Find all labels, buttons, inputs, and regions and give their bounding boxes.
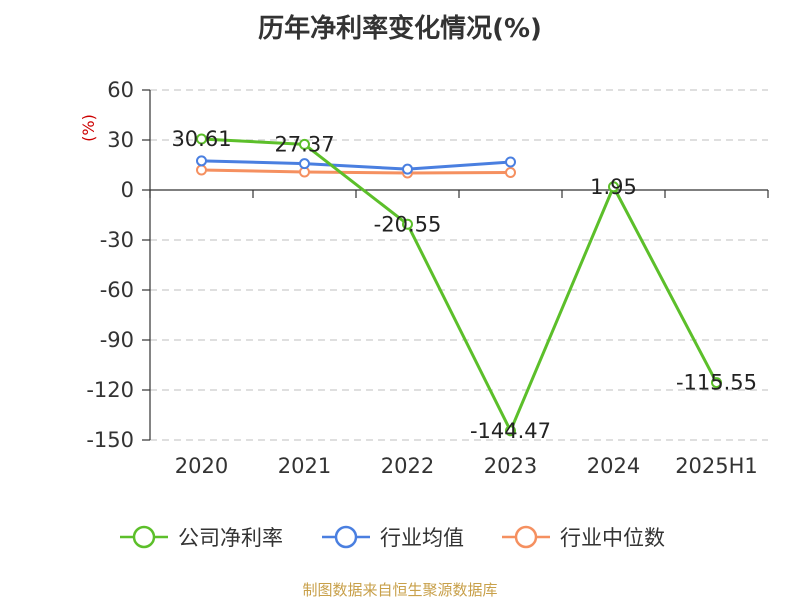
series-point-2 [505, 167, 516, 178]
series-point-0 [505, 425, 516, 437]
x-tick-label: 2025H1 [675, 454, 758, 478]
x-tick-label: 2024 [587, 454, 640, 478]
x-tick-label: 2021 [278, 454, 331, 478]
x-tick-label: 2022 [381, 454, 434, 478]
data-label: 1.95 [590, 175, 637, 199]
x-tick-label: 2020 [175, 454, 228, 478]
y-tick-label: 0 [121, 178, 134, 202]
series-layer [196, 133, 722, 437]
y-tick-label: -120 [86, 378, 134, 402]
series-line-1 [201, 159, 511, 171]
y-tick-label: -30 [100, 228, 134, 252]
series-point-0 [711, 377, 722, 389]
legend-marker-0 [132, 525, 156, 549]
source-note: 制图数据来自恒生聚源数据库 [302, 581, 498, 599]
series-point-2 [196, 164, 207, 176]
series-point-1 [402, 163, 413, 175]
y-tick-label: -150 [86, 428, 134, 452]
data-label: -115.55 [676, 371, 757, 395]
data-label: 30.61 [171, 127, 231, 151]
legend-label-0: 公司净利率 [178, 526, 283, 550]
x-tick-label: 2023 [484, 454, 537, 478]
series-point-0 [608, 181, 619, 193]
data-label: 27.37 [274, 132, 334, 156]
grid-layer [150, 89, 768, 441]
legend-label-1: 行业均值 [380, 526, 464, 550]
y-tick-label: -90 [100, 328, 134, 352]
legend-marker-2 [514, 525, 538, 549]
series-line-0 [201, 137, 718, 433]
legend: 公司净利率 行业均值 行业中位数 [120, 525, 665, 550]
y-tick-label: 30 [107, 128, 134, 152]
chart-title: 历年净利率变化情况(%) [258, 14, 542, 44]
data-label-layer: 30.61 27.37 -20.55 -144.47 1.95 -115.55 [171, 127, 757, 443]
y-tick-label: 60 [107, 78, 134, 102]
data-label: -144.47 [470, 419, 551, 443]
series-point-0 [196, 133, 207, 145]
series-point-0 [402, 218, 413, 230]
series-point-1 [505, 156, 516, 168]
series-point-1 [196, 155, 207, 167]
legend-label-2: 行业中位数 [560, 526, 665, 550]
series-point-1 [299, 158, 310, 170]
axis-layer: 60 30 0 -30 -60 -90 -120 -150 2020 2021 2022 2023 20… [86, 78, 769, 478]
series-point-0 [299, 138, 310, 150]
data-label: -20.55 [374, 212, 442, 236]
y-tick-label: -60 [100, 278, 134, 302]
legend-marker-1 [334, 525, 358, 549]
series-line-2 [201, 168, 511, 175]
y-axis-unit: (%) [79, 114, 98, 142]
